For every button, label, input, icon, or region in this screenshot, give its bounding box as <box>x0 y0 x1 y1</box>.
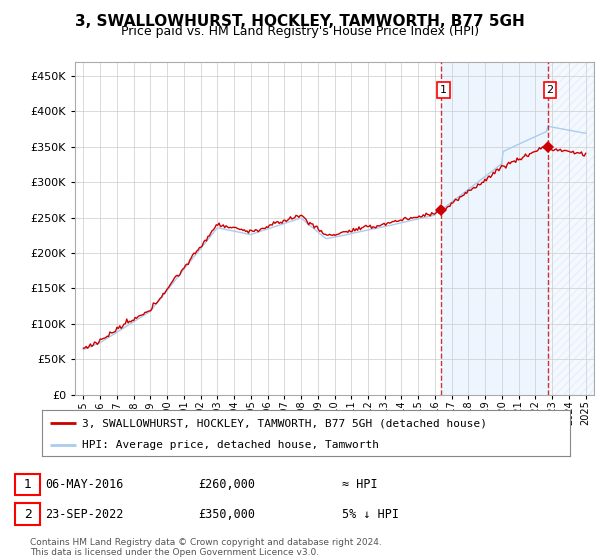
Text: 2: 2 <box>547 85 554 95</box>
Text: 3, SWALLOWHURST, HOCKLEY, TAMWORTH, B77 5GH: 3, SWALLOWHURST, HOCKLEY, TAMWORTH, B77 … <box>75 14 525 29</box>
Text: ≈ HPI: ≈ HPI <box>342 478 377 491</box>
Text: 3, SWALLOWHURST, HOCKLEY, TAMWORTH, B77 5GH (detached house): 3, SWALLOWHURST, HOCKLEY, TAMWORTH, B77 … <box>82 418 487 428</box>
Text: Contains HM Land Registry data © Crown copyright and database right 2024.
This d: Contains HM Land Registry data © Crown c… <box>30 538 382 557</box>
Text: HPI: Average price, detached house, Tamworth: HPI: Average price, detached house, Tamw… <box>82 440 379 450</box>
Text: 23-SEP-2022: 23-SEP-2022 <box>45 507 124 521</box>
Text: £260,000: £260,000 <box>198 478 255 491</box>
Bar <box>548 62 594 395</box>
Bar <box>441 62 548 395</box>
Text: £350,000: £350,000 <box>198 507 255 521</box>
Text: 06-MAY-2016: 06-MAY-2016 <box>45 478 124 491</box>
Text: 2: 2 <box>23 507 32 521</box>
Text: Price paid vs. HM Land Registry's House Price Index (HPI): Price paid vs. HM Land Registry's House … <box>121 25 479 38</box>
Text: 5% ↓ HPI: 5% ↓ HPI <box>342 507 399 521</box>
Text: 1: 1 <box>23 478 32 491</box>
Text: 1: 1 <box>440 85 447 95</box>
